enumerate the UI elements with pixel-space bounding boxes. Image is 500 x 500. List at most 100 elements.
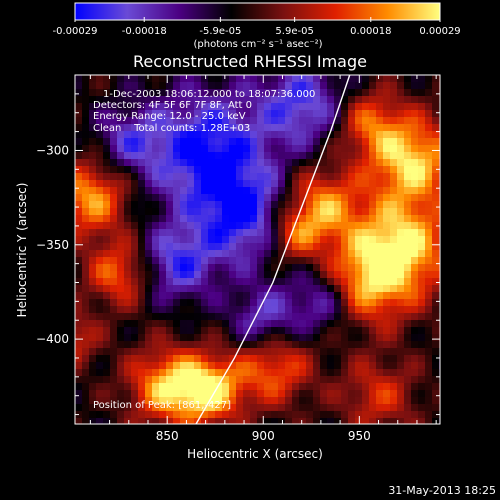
heatmap-cell xyxy=(82,187,89,194)
heatmap-cell xyxy=(131,82,138,89)
heatmap-cell xyxy=(271,215,278,222)
heatmap-cell xyxy=(180,82,187,89)
heatmap-cell xyxy=(215,222,222,229)
heatmap-cell xyxy=(229,257,236,264)
heatmap-cell xyxy=(236,222,243,229)
heatmap-cell xyxy=(159,110,166,117)
heatmap-cell xyxy=(236,369,243,376)
heatmap-cell xyxy=(432,362,439,369)
heatmap-cell xyxy=(278,124,285,131)
heatmap-cell xyxy=(117,404,124,411)
heatmap-cell xyxy=(187,152,194,159)
heatmap-cell xyxy=(306,173,313,180)
heatmap-cell xyxy=(222,138,229,145)
heatmap-cell xyxy=(131,383,138,390)
heatmap-cell xyxy=(180,383,187,390)
heatmap-cell xyxy=(229,89,236,96)
heatmap-cell xyxy=(278,82,285,89)
heatmap-cell xyxy=(152,124,159,131)
heatmap-cell xyxy=(187,173,194,180)
heatmap-cell xyxy=(418,110,425,117)
heatmap-cell xyxy=(292,362,299,369)
heatmap-cell xyxy=(271,166,278,173)
heatmap-cell xyxy=(75,278,82,285)
heatmap-cell xyxy=(124,103,131,110)
heatmap-cell xyxy=(103,376,110,383)
heatmap-cell xyxy=(411,285,418,292)
heatmap-cell xyxy=(376,327,383,334)
heatmap-cell xyxy=(180,180,187,187)
x-tick-label: 950 xyxy=(348,429,371,443)
heatmap-cell xyxy=(313,180,320,187)
annotation-energy: Energy Range: 12.0 - 25.0 keV xyxy=(93,111,246,122)
heatmap-cell xyxy=(173,327,180,334)
heatmap-cell xyxy=(376,166,383,173)
heatmap-cell xyxy=(187,334,194,341)
heatmap-cell xyxy=(159,369,166,376)
heatmap-cell xyxy=(236,292,243,299)
heatmap-cell xyxy=(131,397,138,404)
heatmap-cell xyxy=(173,411,180,418)
heatmap-cell xyxy=(124,327,131,334)
heatmap-cell xyxy=(208,208,215,215)
heatmap-cell xyxy=(103,103,110,110)
heatmap-cell xyxy=(306,103,313,110)
heatmap-cell xyxy=(229,243,236,250)
heatmap-cell xyxy=(285,187,292,194)
heatmap-cell xyxy=(145,166,152,173)
heatmap-cell xyxy=(124,222,131,229)
heatmap-cell xyxy=(376,397,383,404)
heatmap-cell xyxy=(264,299,271,306)
heatmap-cell xyxy=(103,180,110,187)
heatmap-cell xyxy=(110,180,117,187)
heatmap-cell xyxy=(159,89,166,96)
heatmap-cell xyxy=(103,257,110,264)
heatmap-cell xyxy=(89,152,96,159)
heatmap-cell xyxy=(355,243,362,250)
heatmap-cell xyxy=(201,222,208,229)
heatmap-cell xyxy=(180,229,187,236)
heatmap-cell xyxy=(390,215,397,222)
heatmap-cell xyxy=(271,334,278,341)
heatmap-cell xyxy=(327,117,334,124)
heatmap-cell xyxy=(103,243,110,250)
heatmap-cell xyxy=(313,173,320,180)
heatmap-cell xyxy=(404,376,411,383)
heatmap-cell xyxy=(166,138,173,145)
heatmap-cell xyxy=(166,341,173,348)
heatmap-cell xyxy=(418,299,425,306)
heatmap-cell xyxy=(236,306,243,313)
heatmap-cell xyxy=(341,250,348,257)
heatmap-cell xyxy=(138,89,145,96)
heatmap-cell xyxy=(75,313,82,320)
heatmap-cell xyxy=(355,404,362,411)
heatmap-cell xyxy=(187,236,194,243)
heatmap-cell xyxy=(208,159,215,166)
heatmap-cell xyxy=(376,131,383,138)
heatmap-cell xyxy=(299,271,306,278)
heatmap-cell xyxy=(124,369,131,376)
heatmap-cell xyxy=(187,250,194,257)
heatmap-cell xyxy=(208,222,215,229)
heatmap-cell xyxy=(145,145,152,152)
heatmap-cell xyxy=(411,320,418,327)
heatmap-cell xyxy=(271,362,278,369)
heatmap-cell xyxy=(313,257,320,264)
heatmap-cell xyxy=(229,180,236,187)
chart-title: Reconstructed RHESSI Image xyxy=(133,52,367,71)
heatmap-cell xyxy=(285,376,292,383)
heatmap-cell xyxy=(250,124,257,131)
heatmap-cell xyxy=(292,271,299,278)
heatmap-cell xyxy=(397,187,404,194)
heatmap-cell xyxy=(257,348,264,355)
heatmap-cell xyxy=(131,264,138,271)
heatmap-cell xyxy=(145,271,152,278)
heatmap-cell xyxy=(278,173,285,180)
heatmap-cell xyxy=(271,222,278,229)
heatmap-cell xyxy=(390,383,397,390)
heatmap-cell xyxy=(131,278,138,285)
heatmap-cell xyxy=(257,250,264,257)
heatmap-cell xyxy=(222,250,229,257)
heatmap-cell xyxy=(306,138,313,145)
heatmap-cell xyxy=(390,236,397,243)
